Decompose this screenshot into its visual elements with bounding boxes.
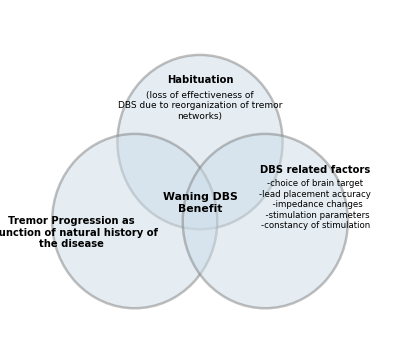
Ellipse shape [118, 55, 282, 229]
Text: Tremor Progression as
a function of natural history of
the disease: Tremor Progression as a function of natu… [0, 216, 158, 249]
Ellipse shape [52, 134, 217, 308]
Text: DBS related factors: DBS related factors [260, 165, 370, 175]
Text: Habituation: Habituation [167, 75, 233, 85]
Text: (loss of effectiveness of
DBS due to reorganization of tremor
networks): (loss of effectiveness of DBS due to reo… [118, 91, 282, 121]
Text: Waning DBS
Benefit: Waning DBS Benefit [163, 192, 237, 214]
Ellipse shape [183, 134, 348, 308]
Text: -choice of brain target
-lead placement accuracy
  -impedance changes
  -stimula: -choice of brain target -lead placement … [259, 179, 371, 230]
